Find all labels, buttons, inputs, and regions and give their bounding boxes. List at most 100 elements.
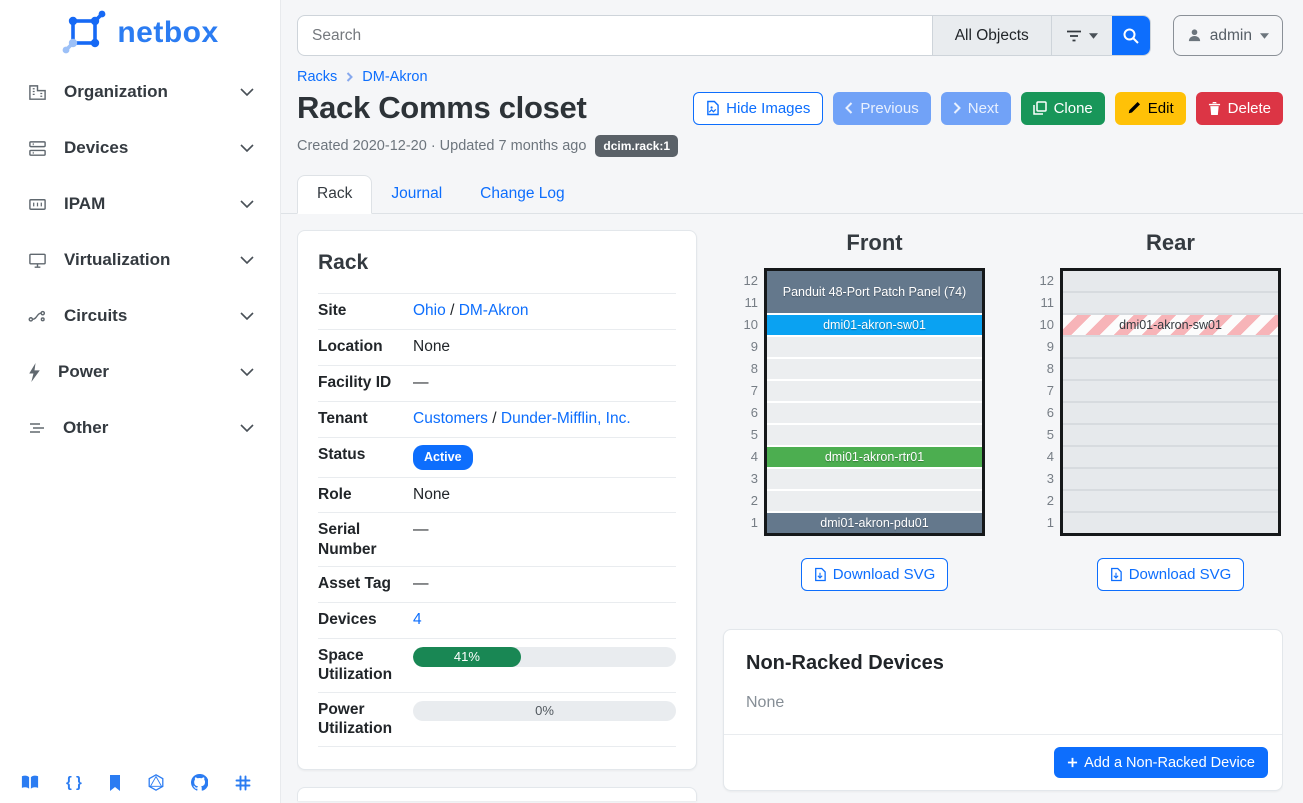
row-location: Location None	[318, 328, 676, 365]
front-download-svg-button[interactable]: Download SVG	[800, 558, 949, 591]
non-racked-devices-panel: Non-Racked Devices None Add a Non-Racked…	[723, 629, 1283, 791]
download-svg-label: Download SVG	[1128, 566, 1232, 583]
facility-id-value: —	[413, 373, 429, 391]
previous-button[interactable]: Previous	[833, 91, 931, 125]
rack-slot-empty	[767, 469, 982, 489]
clone-button[interactable]: Clone	[1020, 91, 1105, 125]
search-scope-select[interactable]: All Objects	[931, 16, 1051, 55]
filter-icon	[1066, 30, 1082, 42]
rear-download-svg-button[interactable]: Download SVG	[1096, 558, 1245, 591]
add-non-racked-device-button[interactable]: Add a Non-Racked Device	[1054, 747, 1268, 778]
topbar: All Objects	[297, 0, 1283, 56]
rack-slot-empty	[1063, 513, 1278, 533]
building-icon	[28, 83, 47, 102]
sidebar-item-label: Organization	[64, 82, 168, 101]
unit-number: 10	[743, 317, 758, 332]
non-racked-title: Non-Racked Devices	[746, 652, 944, 674]
rack-device[interactable]: dmi01-akron-sw01	[1063, 315, 1278, 335]
page-title: Rack Comms closet	[297, 90, 587, 125]
site-link[interactable]: DM-Akron	[458, 302, 529, 319]
search-filter-button[interactable]	[1050, 16, 1112, 55]
rack-device[interactable]: dmi01-akron-pdu01	[767, 513, 982, 533]
image-file-icon	[706, 100, 719, 116]
tenant-group-link[interactable]: Customers	[413, 409, 488, 427]
rack-slot-empty	[1063, 381, 1278, 401]
delete-label: Delete	[1227, 99, 1271, 117]
sidebar-item-label: Devices	[64, 138, 129, 157]
sidebar-item-virtualization[interactable]: Virtualization	[0, 240, 280, 280]
search-submit-button[interactable]	[1111, 16, 1150, 55]
docs-book-icon[interactable]	[21, 775, 39, 790]
sidebar-item-organization[interactable]: Organization	[0, 72, 280, 112]
space-utilization-bar: 41%	[413, 647, 676, 668]
hide-images-button[interactable]: Hide Images	[693, 91, 824, 125]
row-site: Site Ohio / DM-Akron	[318, 293, 676, 329]
unit-number: 7	[1046, 383, 1054, 398]
search-input[interactable]	[298, 16, 932, 55]
space-utilization-fill: 41%	[413, 647, 521, 668]
sidebar-footer: { }	[0, 774, 280, 791]
release-notes-icon[interactable]	[109, 774, 121, 791]
unit-number: 4	[750, 449, 758, 464]
tenant-link[interactable]: Dunder-Mifflin, Inc.	[500, 409, 631, 427]
row-status: Status Active	[318, 436, 676, 477]
object-id-badge: dcim.rack:1	[595, 135, 679, 157]
chevron-right-icon	[953, 102, 961, 114]
tab-journal[interactable]: Journal	[391, 185, 443, 202]
rack-device[interactable]: dmi01-akron-rtr01	[767, 447, 982, 467]
rack-slot-empty	[1063, 469, 1278, 489]
slack-icon[interactable]	[235, 775, 251, 791]
edit-button[interactable]: Edit	[1114, 91, 1186, 125]
sidebar-item-power[interactable]: Power	[0, 352, 280, 392]
unit-number: 5	[750, 427, 758, 442]
plus-icon	[1067, 757, 1078, 768]
rack-details-panel: Rack Site Ohio / DM-Akron Location None	[297, 230, 697, 770]
lines-icon	[28, 422, 46, 434]
tab-rack[interactable]: Rack	[297, 175, 373, 214]
breadcrumb-site[interactable]: DM-Akron	[362, 69, 428, 85]
user-name: admin	[1209, 26, 1252, 44]
netbox-wordmark: netbox	[117, 16, 219, 49]
role-value: None	[413, 485, 451, 503]
devices-count-link[interactable]: 4	[413, 611, 422, 629]
rack-device[interactable]: Panduit 48-Port Patch Panel (74)	[767, 271, 982, 313]
user-menu-button[interactable]: admin	[1172, 15, 1283, 56]
sidebar-item-devices[interactable]: Devices	[0, 128, 280, 168]
github-icon[interactable]	[190, 774, 208, 791]
lightning-icon	[28, 362, 41, 382]
content-area: Rack Site Ohio / DM-Akron Location None	[297, 214, 1283, 803]
server-icon	[28, 139, 47, 158]
rack-slot-empty	[767, 359, 982, 379]
rack-slot-empty	[767, 337, 982, 357]
sidebar-item-other[interactable]: Other	[0, 408, 280, 448]
site-region-link[interactable]: Ohio	[413, 302, 446, 319]
graphql-icon[interactable]	[148, 774, 164, 791]
unit-number: 8	[1046, 361, 1054, 376]
chevron-down-icon	[240, 88, 254, 96]
row-facility-id: Facility ID —	[318, 364, 676, 401]
sidebar-item-circuits[interactable]: Circuits	[0, 296, 280, 336]
unit-number: 10	[1039, 317, 1054, 332]
copy-icon	[1032, 101, 1047, 115]
breadcrumb-racks[interactable]: Racks	[297, 69, 338, 85]
chevron-down-icon	[240, 200, 254, 208]
tab-change-log[interactable]: Change Log	[480, 185, 565, 202]
delete-button[interactable]: Delete	[1195, 91, 1283, 125]
search-scope-label: All Objects	[954, 26, 1029, 44]
unit-number: 3	[750, 471, 758, 486]
search-icon	[1123, 28, 1139, 44]
row-power-utilization: Power Utilization 0%	[318, 691, 676, 747]
unit-number: 7	[750, 383, 758, 398]
caret-down-icon	[1088, 32, 1098, 39]
row-asset-tag: Asset Tag —	[318, 566, 676, 602]
netbox-logo[interactable]: netbox	[0, 0, 280, 68]
location-value: None	[413, 337, 451, 355]
api-braces-icon[interactable]: { }	[66, 774, 82, 791]
next-button[interactable]: Next	[940, 91, 1011, 125]
rack-device[interactable]: dmi01-akron-sw01	[767, 315, 982, 335]
unit-number: 1	[1046, 515, 1054, 530]
unit-number: 2	[1046, 493, 1054, 508]
sidebar-item-ipam[interactable]: IPAM	[0, 184, 280, 224]
row-role: Role None	[318, 476, 676, 513]
chevron-right-icon	[346, 72, 354, 82]
